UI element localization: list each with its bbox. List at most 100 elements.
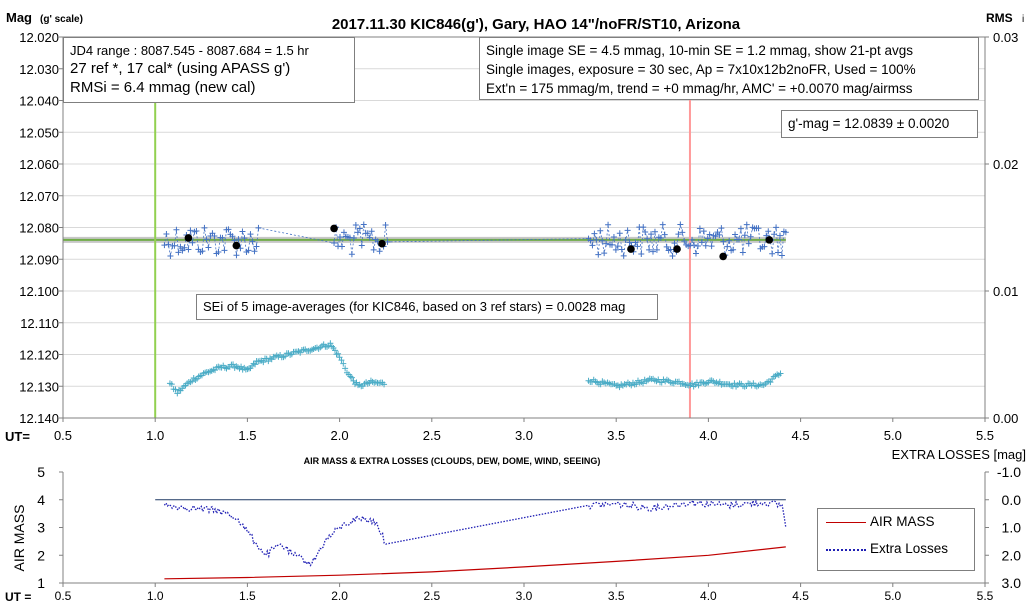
bottom-y2-tick-label: 0.0 [1002, 492, 1022, 508]
single-image-point [382, 221, 389, 228]
single-image-point [605, 221, 612, 228]
single-image-point [773, 224, 780, 231]
single-image-point [663, 243, 670, 250]
info-box-right: Single image SE = 4.5 mmag, 10-min SE = … [479, 37, 979, 100]
rms-point [260, 359, 267, 366]
single-image-point [175, 249, 182, 256]
top-x-axis-label: UT= [5, 429, 30, 444]
single-image-point [185, 246, 192, 253]
rms-point [282, 353, 289, 360]
top-x-tick-label: 4.5 [792, 428, 810, 443]
single-image-point [366, 234, 373, 241]
single-image-point [616, 230, 623, 237]
single-image-point [642, 229, 649, 236]
info-extinction: Ext'n = 175 mmag/m, trend = +0 mmag/hr, … [486, 81, 913, 96]
legend-label-air-mass: AIR MASS [870, 514, 935, 529]
single-image-point [205, 244, 212, 251]
single-image-point [225, 226, 232, 233]
info-image-se: Single image SE = 4.5 mmag, 10-min SE = … [486, 43, 913, 58]
single-image-point [249, 238, 256, 245]
single-image-point [177, 243, 184, 250]
single-image-point [640, 224, 647, 231]
image-average-point [232, 241, 241, 250]
single-image-point [659, 221, 666, 228]
single-image-point [771, 231, 778, 238]
top-y-axis-sublabel: (g' scale) [40, 14, 83, 25]
single-image-point [769, 250, 776, 257]
bottom-x-tick-label: 5.5 [977, 589, 994, 603]
single-image-point [755, 225, 762, 232]
bottom-x-tick-label: 3.5 [608, 589, 625, 603]
bottom-x-tick-label: 4.5 [792, 589, 809, 603]
top-y2-axis-sublabel: i [1022, 14, 1024, 25]
single-image-point [603, 240, 610, 247]
top-x-tick-label: 5.0 [884, 428, 902, 443]
sei-annotation-box: SEi of 5 image-averages (for KIC846, bas… [196, 294, 658, 320]
single-image-point [331, 240, 338, 247]
bottom-y-tick-label: 2 [37, 547, 45, 563]
single-image-point [716, 231, 723, 238]
top-y-tick-label: 12.110 [20, 316, 59, 331]
single-image-point [651, 228, 658, 235]
bottom-x-tick-label: 5.0 [884, 589, 901, 603]
single-image-point [171, 242, 178, 249]
single-image-point [702, 242, 709, 249]
single-image-point [644, 235, 651, 242]
single-image-point [732, 231, 739, 238]
single-image-point [765, 228, 772, 235]
image-average-point [673, 245, 681, 253]
single-image-point [669, 252, 676, 259]
rms-point [331, 347, 338, 354]
single-image-point [187, 227, 194, 234]
legend-label-extra-losses: Extra Losses [870, 541, 949, 556]
rms-point [230, 361, 237, 368]
bottom-y2-tick-label: -1.0 [997, 464, 1021, 480]
info-jd-range: JD4 range : 8087.545 - 8087.684 = 1.5 hr [70, 43, 309, 58]
image-average-point [719, 252, 727, 261]
single-image-point [622, 236, 629, 243]
rms-point [350, 377, 357, 384]
single-image-point [591, 230, 598, 237]
single-image-point [350, 234, 357, 241]
single-image-point [247, 231, 254, 238]
single-image-point [679, 229, 686, 236]
single-image-point [706, 231, 713, 238]
single-image-trace [164, 224, 786, 257]
top-y2-tick-label: 0.01 [993, 284, 1018, 299]
single-image-point [761, 243, 768, 250]
single-image-point [726, 237, 733, 244]
single-image-point [189, 239, 196, 246]
bottom-y-tick-label: 5 [37, 464, 45, 480]
single-image-point [376, 248, 383, 255]
single-image-point [778, 252, 785, 259]
rms-point [689, 380, 696, 387]
single-image-point [211, 233, 218, 240]
rms-point [335, 350, 342, 357]
rms-point [338, 357, 345, 364]
gmag-result-box: g'-mag = 12.0839 ± 0.0020 [781, 110, 978, 138]
top-y2-axis-label: RMS [986, 11, 1013, 25]
single-image-point [348, 251, 355, 258]
rms-point [328, 343, 335, 350]
legend-item-extra-losses: Extra Losses [818, 540, 974, 560]
single-image-point [203, 236, 210, 243]
image-average-point [184, 234, 193, 242]
top-x-tick-label: 1.0 [146, 428, 164, 443]
single-image-point [370, 246, 377, 253]
single-image-point [599, 237, 606, 244]
single-image-point [782, 229, 789, 236]
top-y-tick-label: 12.100 [19, 284, 59, 299]
single-image-point [161, 242, 168, 249]
single-image-point [229, 233, 236, 240]
single-image-point [608, 241, 615, 248]
top-y-tick-label: 12.140 [19, 411, 59, 426]
bottom-x-tick-label: 1.0 [147, 589, 164, 603]
bottom-y-tick-label: 1 [37, 575, 45, 591]
single-image-point [661, 231, 668, 238]
rms-point [168, 381, 175, 388]
single-image-point [338, 243, 345, 250]
single-image-point [677, 221, 684, 228]
single-image-point [173, 226, 180, 233]
rms-point [189, 378, 196, 385]
